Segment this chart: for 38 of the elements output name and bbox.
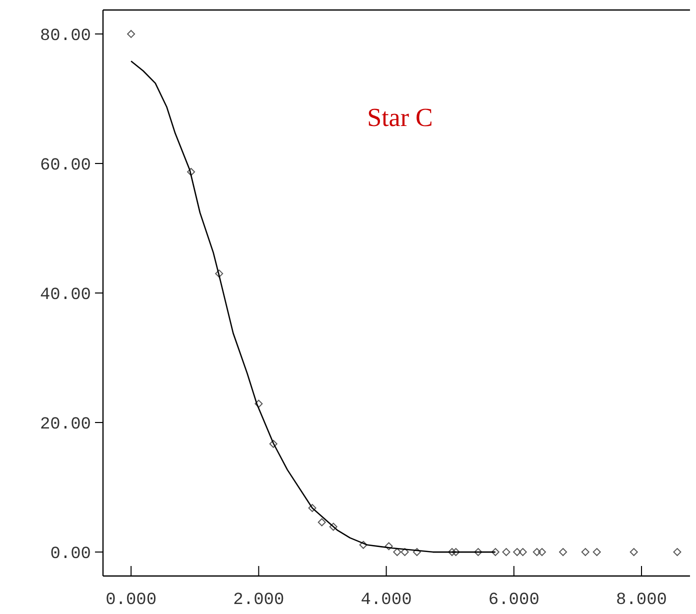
point <box>491 548 500 556</box>
point <box>474 548 482 556</box>
point <box>318 518 326 526</box>
x-tick-label: 8.000 <box>616 591 668 610</box>
point <box>452 548 460 556</box>
x-tick-label: 2.000 <box>233 591 284 610</box>
point <box>359 540 368 549</box>
y-tick-label: 60.00 <box>40 156 91 176</box>
point <box>127 30 136 38</box>
point <box>581 548 590 556</box>
x-tick-label: 6.000 <box>488 591 540 610</box>
point <box>393 548 402 556</box>
point <box>308 504 316 512</box>
point <box>592 548 601 556</box>
point <box>630 548 638 556</box>
y-tick-label: 0.00 <box>50 544 91 564</box>
point <box>329 522 338 531</box>
x-tick-label: 4.000 <box>360 591 412 610</box>
point <box>513 548 522 556</box>
text: Star C <box>367 103 433 132</box>
point <box>215 270 224 278</box>
point <box>269 440 278 448</box>
point <box>518 548 527 556</box>
y-tick-label: 40.00 <box>40 286 91 305</box>
y-tick-label: 80.00 <box>40 26 91 46</box>
point <box>254 400 263 408</box>
point <box>502 548 510 556</box>
point <box>400 548 409 556</box>
point <box>187 168 196 176</box>
point <box>559 548 568 556</box>
point <box>384 542 393 550</box>
point <box>532 548 541 556</box>
point <box>448 548 456 556</box>
x-tick-label: 0.000 <box>106 591 157 610</box>
point <box>538 548 546 556</box>
point <box>412 548 421 556</box>
y-tick-label: 20.00 <box>40 415 91 434</box>
point <box>673 548 682 556</box>
